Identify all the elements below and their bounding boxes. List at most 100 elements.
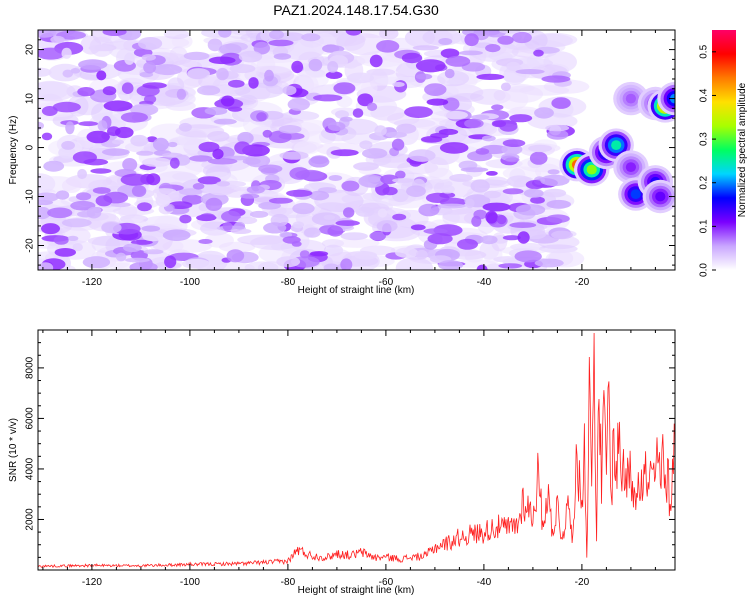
noise-blob: [260, 30, 271, 41]
noise-blob: [61, 47, 72, 59]
noise-blob: [212, 148, 224, 160]
noise-blob: [385, 131, 407, 138]
noise-blob: [547, 169, 560, 175]
x-tick-label: -40: [477, 577, 492, 588]
noise-blob: [143, 249, 164, 255]
noise-blob: [58, 146, 76, 159]
noise-blob: [359, 140, 373, 150]
noise-blob: [154, 215, 183, 234]
noise-blob: [56, 30, 86, 40]
noise-blob: [220, 95, 235, 107]
colorbar-tick-label: 0.5: [699, 44, 710, 58]
noise-blob: [323, 214, 336, 220]
noise-blob: [396, 123, 417, 134]
noise-blob: [482, 135, 496, 142]
noise-blob: [484, 176, 508, 186]
noise-blob: [543, 188, 567, 198]
noise-blob: [155, 193, 171, 208]
noise-blob: [38, 206, 51, 220]
noise-blob: [102, 30, 127, 36]
x-tick-label: -120: [82, 577, 102, 588]
noise-blob: [77, 87, 95, 97]
colorbar-tick-label: 0.4: [699, 88, 710, 102]
noise-blob: [491, 120, 506, 128]
noise-blob: [541, 75, 571, 83]
x-tick-label: -80: [281, 577, 296, 588]
noise-blob: [334, 238, 380, 248]
noise-blob: [415, 59, 446, 73]
noise-blob: [216, 67, 229, 81]
noise-blob: [118, 203, 138, 220]
noise-blob: [124, 52, 135, 65]
noise-blob: [457, 238, 478, 250]
snr-ylabel: SNR (10 * v/v): [8, 418, 19, 482]
noise-blob: [167, 141, 178, 148]
noise-blob: [110, 202, 131, 208]
noise-blob: [83, 158, 109, 166]
noise-blob: [121, 82, 134, 94]
y-tick-label: 8000: [25, 356, 36, 379]
noise-blob: [391, 138, 405, 151]
feature-blob: [625, 93, 637, 104]
noise-blob: [476, 264, 488, 270]
noise-blob: [440, 48, 460, 59]
noise-blob: [469, 45, 487, 66]
noise-blob: [415, 249, 428, 260]
noise-blob: [38, 47, 66, 60]
noise-blob: [374, 125, 387, 137]
noise-blob: [234, 221, 246, 230]
noise-blob: [138, 37, 163, 50]
noise-blob: [47, 207, 73, 219]
noise-blob: [246, 185, 265, 194]
noise-blob: [38, 80, 70, 100]
noise-blob: [354, 251, 378, 260]
noise-blob: [97, 120, 108, 132]
noise-blob: [460, 167, 489, 173]
noise-blob: [213, 118, 237, 125]
noise-blob: [502, 188, 524, 195]
noise-blob: [228, 79, 245, 88]
noise-blob: [204, 232, 234, 248]
noise-blob: [52, 101, 81, 113]
x-tick-label: -60: [379, 277, 394, 288]
noise-blob: [502, 139, 526, 148]
x-tick-label: -120: [82, 277, 102, 288]
noise-blob: [163, 30, 190, 40]
snr-xlabel: Height of straight line (km): [298, 585, 415, 596]
noise-blob: [242, 157, 261, 165]
noise-blob: [207, 38, 223, 52]
noise-blob: [483, 190, 501, 199]
noise-blob: [438, 260, 464, 270]
noise-blob: [207, 131, 230, 142]
noise-blob: [268, 39, 294, 47]
noise-blob: [50, 35, 65, 44]
noise-blob: [86, 206, 102, 219]
noise-blob: [230, 228, 252, 234]
noise-blob: [499, 30, 521, 34]
noise-blob: [78, 121, 99, 127]
noise-blob: [192, 183, 205, 190]
noise-blob: [333, 82, 356, 95]
noise-blob: [445, 55, 471, 67]
noise-blob: [429, 167, 454, 183]
colorbar: 0.0 0.1 0.2 0.3 0.4 0.5 Normalized spectral a…: [699, 30, 748, 277]
noise-blob: [439, 192, 456, 199]
noise-blob: [96, 70, 107, 81]
noise-blob: [61, 140, 75, 150]
noise-blob: [205, 197, 223, 211]
noise-blob: [529, 151, 548, 165]
noise-blob: [291, 60, 304, 74]
noise-blob: [418, 203, 440, 217]
noise-blob: [327, 121, 346, 131]
noise-blob: [120, 173, 149, 186]
noise-blob: [122, 158, 138, 172]
noise-blob: [551, 97, 571, 109]
noise-blob: [420, 136, 443, 143]
noise-blob: [92, 187, 111, 194]
noise-blob: [313, 94, 343, 102]
noise-blob: [493, 256, 522, 263]
noise-blob: [143, 61, 157, 74]
colorbar-gradient: [712, 30, 736, 270]
noise-blob: [164, 255, 177, 269]
noise-blob: [122, 243, 142, 253]
